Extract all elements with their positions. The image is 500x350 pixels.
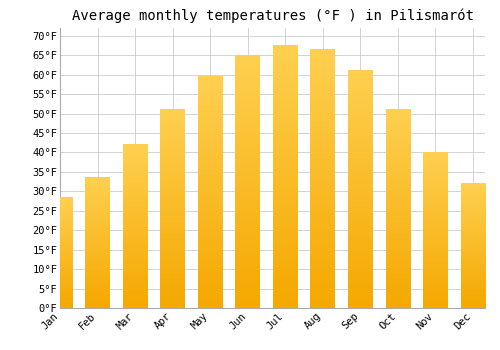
Bar — [86, 178, 110, 308]
Bar — [198, 77, 222, 308]
Bar — [386, 110, 410, 308]
Bar — [123, 145, 148, 308]
Title: Average monthly temperatures (°F ) in Pilismarót: Average monthly temperatures (°F ) in Pi… — [72, 8, 473, 23]
Bar — [348, 71, 372, 308]
Bar — [310, 49, 335, 308]
Bar — [236, 55, 260, 308]
Bar — [460, 183, 485, 308]
Bar — [48, 197, 72, 308]
Bar — [160, 110, 185, 308]
Bar — [273, 46, 297, 308]
Bar — [423, 153, 448, 308]
